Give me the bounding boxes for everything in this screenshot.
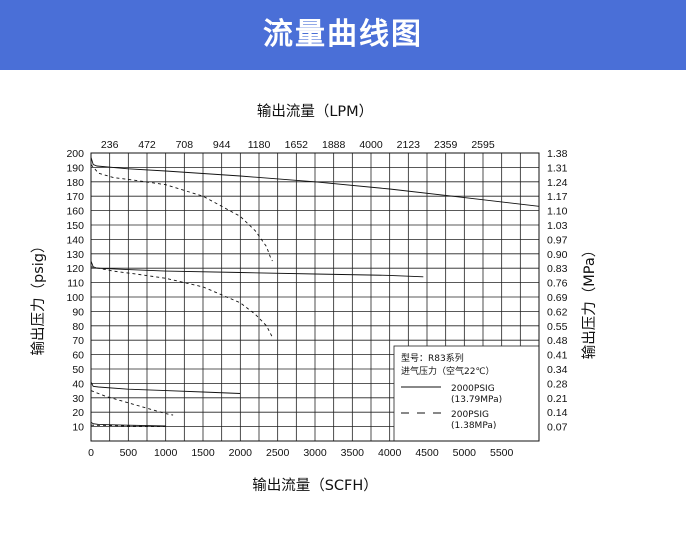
series-line-3 [90,260,424,278]
x-tick-label: 0 [88,447,94,459]
top-tick-label: 1888 [322,139,346,151]
series-line-1 [90,157,540,207]
right-tick-label: 1.17 [547,191,568,203]
y-tick-label: 160 [66,206,84,218]
top-tick-label: 236 [101,139,119,151]
right-tick-label: 1.24 [547,177,568,189]
right-tick-label: 0.21 [547,393,568,405]
right-tick-label: 0.14 [547,407,568,419]
y-tick-label: 110 [67,278,84,290]
y-tick-label: 90 [72,306,84,318]
legend-solid-label: 2000PSIG [451,384,495,394]
top-tick-label: 472 [138,139,156,151]
y-tick-label: 30 [72,393,84,405]
y-axis-title: 输出压力（psig） [30,239,47,356]
legend-dashed-label: 200PSIG [451,410,489,420]
top-tick-label: 4000 [359,139,383,151]
legend-inlet: 进气压力（空气22℃） [401,365,495,377]
right-tick-label: 0.48 [547,335,568,347]
y-tick-label: 70 [72,335,84,347]
y-tick-label: 80 [72,321,84,333]
right-tick-label: 0.34 [547,364,568,376]
top-axis-title: 输出流量（LPM） [257,103,373,120]
top-tick-label: 2359 [434,139,458,151]
x-tick-label: 4500 [415,447,439,459]
chart-title: 流量曲线图 [263,17,423,52]
series-line-6 [90,390,174,416]
right-tick-label: 1.10 [547,206,568,218]
right-tick-label: 0.90 [547,249,568,261]
top-tick-label: 944 [213,139,231,151]
series-line-5 [90,381,241,394]
series-line-8 [90,424,166,428]
top-tick-label: 2595 [471,139,495,151]
top-tick-label: 708 [176,139,194,151]
series-line-2 [90,164,273,262]
right-tick-label: 0.41 [547,350,568,362]
x-tick-label: 5000 [453,447,477,459]
right-tick-label: 0.83 [547,263,568,275]
legend-solid-sublabel: (13.79MPa) [451,395,502,405]
right-tick-label: 0.76 [547,278,568,290]
right-tick-label: 1.03 [547,220,568,232]
right-tick-label: 0.55 [547,321,568,333]
legend-dashed-sublabel: (1.38MPa) [451,421,496,431]
x-axis-title: 输出流量（SCFH） [252,477,378,494]
x-tick-label: 3500 [341,447,365,459]
x-tick-label: 1000 [154,447,178,459]
y-tick-label: 50 [72,364,84,376]
series-line-4 [90,266,273,338]
right-axis-title: 输出压力（MPa） [581,243,598,360]
top-tick-label: 1180 [248,139,271,151]
x-tick-label: 2500 [266,447,290,459]
y-tick-label: 140 [66,234,84,246]
y-tick-label: 60 [72,350,84,362]
y-tick-label: 10 [72,422,84,434]
y-tick-label: 200 [66,148,84,160]
y-tick-label: 130 [66,249,84,261]
y-tick-label: 190 [66,162,84,174]
y-tick-label: 120 [66,263,84,275]
y-tick-label: 20 [72,407,84,419]
x-tick-label: 500 [120,447,138,459]
legend-box [393,345,540,442]
plot-frame [90,152,540,442]
right-tick-label: 0.28 [547,378,568,390]
series-line-7 [90,421,166,427]
y-tick-label: 180 [66,177,84,189]
x-tick-label: 5500 [490,447,514,459]
right-tick-label: 1.38 [547,148,568,160]
x-tick-label: 3000 [303,447,327,459]
title-banner: 流量曲线图 [0,0,686,70]
right-tick-label: 0.62 [547,306,568,318]
y-tick-label: 150 [66,220,84,232]
right-tick-label: 0.97 [547,234,568,246]
y-tick-label: 170 [66,191,84,203]
right-tick-label: 1.31 [547,162,568,174]
y-tick-label: 40 [72,378,84,390]
top-tick-label: 1652 [285,139,309,151]
top-tick-label: 2123 [397,139,421,151]
right-tick-label: 0.07 [547,422,568,434]
y-tick-label: 100 [66,292,84,304]
legend-model: 型号：R83系列 [401,352,464,364]
x-tick-label: 1500 [191,447,215,459]
x-tick-label: 4000 [378,447,402,459]
x-tick-label: 2000 [229,447,253,459]
right-tick-label: 0.69 [547,292,568,304]
